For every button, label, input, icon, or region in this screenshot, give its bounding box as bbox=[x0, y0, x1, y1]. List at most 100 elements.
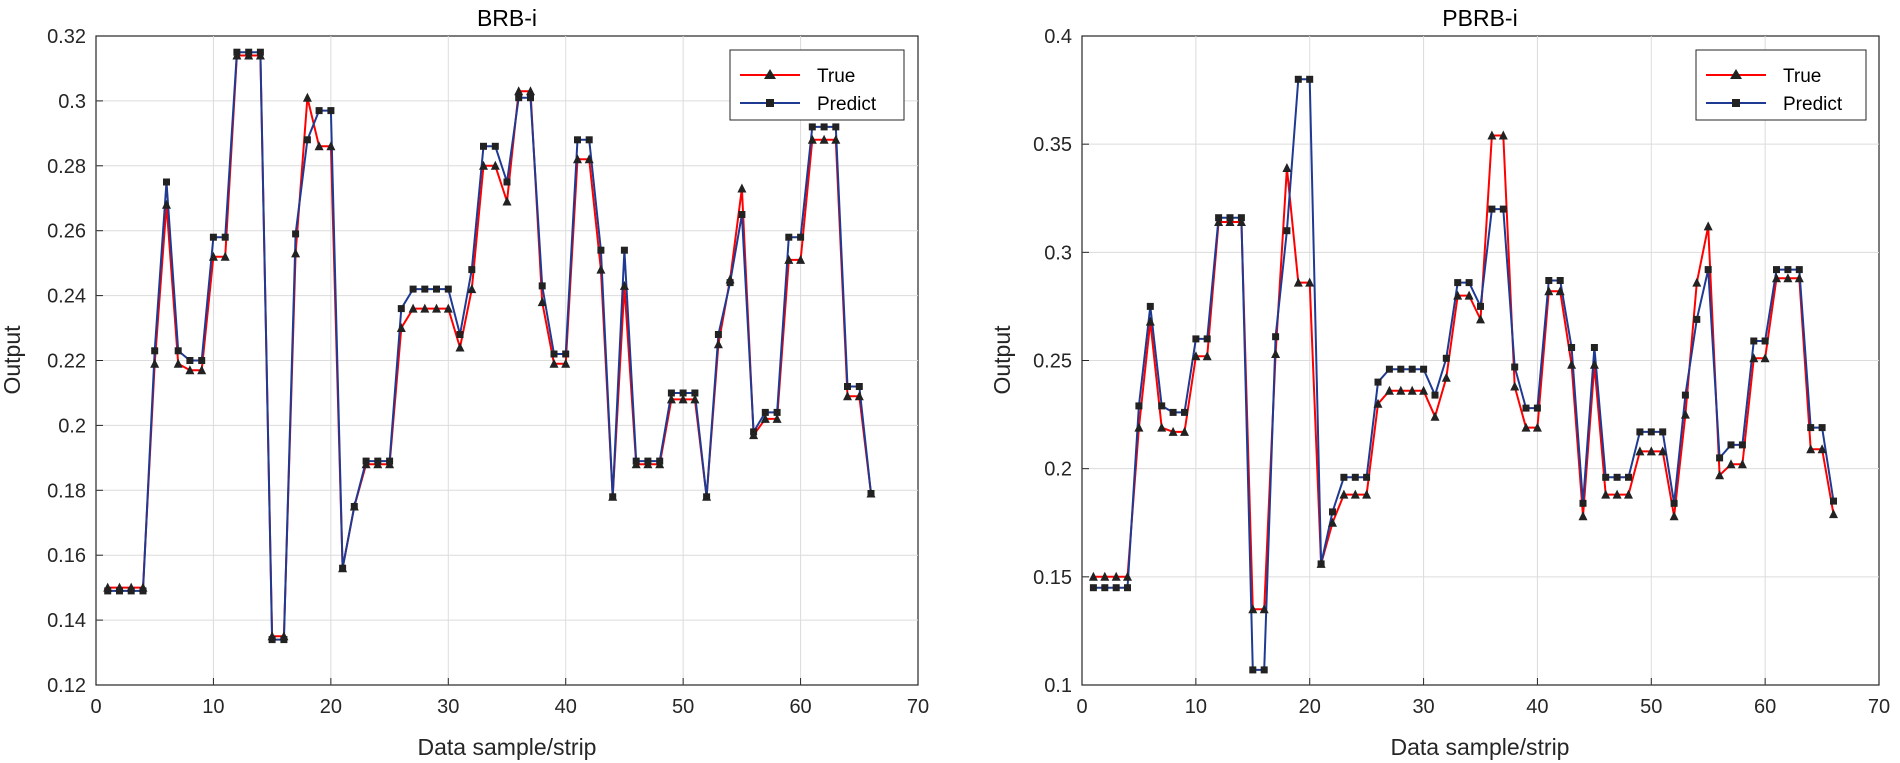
data-point-true bbox=[573, 154, 582, 164]
y-tick-label: 0.35 bbox=[1033, 134, 1072, 156]
data-point-true bbox=[1236, 217, 1246, 226]
data-point-true bbox=[1737, 459, 1747, 469]
data-point-true bbox=[314, 141, 324, 151]
data-point-predict bbox=[456, 331, 464, 338]
data-point-true bbox=[1384, 385, 1394, 395]
data-point-true bbox=[291, 248, 301, 258]
legend-predict-label: Predict bbox=[817, 94, 877, 115]
data-point-true bbox=[1794, 273, 1804, 283]
data-point-true bbox=[854, 391, 864, 401]
data-point-predict bbox=[761, 408, 769, 416]
chart-pbrb-i: 0 10 20 30 40 50 60 700.10.150.20.250.30.350.4 … bbox=[989, 5, 1890, 760]
data-point-predict bbox=[268, 636, 276, 644]
data-point-true bbox=[843, 391, 852, 401]
data-point-predict bbox=[538, 282, 546, 290]
y-tick-label: 0.22 bbox=[47, 351, 86, 373]
x-tick-label: 10 bbox=[202, 696, 224, 718]
data-point-predict bbox=[1750, 337, 1758, 345]
data-point-predict bbox=[1112, 584, 1120, 592]
data-point-predict bbox=[644, 457, 652, 465]
data-point-predict bbox=[550, 350, 558, 358]
data-point-predict bbox=[1818, 424, 1826, 432]
data-point-predict bbox=[1158, 402, 1166, 410]
data-point-true bbox=[1259, 604, 1269, 614]
x-tick-label: 30 bbox=[437, 696, 459, 718]
legend-true-marker bbox=[764, 69, 776, 79]
data-point-predict bbox=[1169, 408, 1177, 416]
data-point-predict bbox=[139, 587, 147, 595]
data-point-true bbox=[150, 358, 160, 368]
legend-true-marker bbox=[1730, 69, 1742, 79]
data-point-predict bbox=[808, 123, 816, 131]
x-tick-label: 70 bbox=[1868, 696, 1890, 718]
data-point-true bbox=[1134, 422, 1144, 432]
data-point-true bbox=[408, 303, 418, 313]
data-point-true bbox=[1430, 411, 1440, 421]
data-point-true bbox=[537, 297, 547, 307]
data-point-predict bbox=[562, 350, 570, 358]
data-point-true bbox=[1441, 372, 1451, 382]
data-point-predict bbox=[515, 94, 523, 102]
data-point-true bbox=[1760, 353, 1770, 363]
data-point-true bbox=[1555, 286, 1565, 296]
data-point-true bbox=[666, 394, 676, 404]
data-point-true bbox=[1749, 353, 1759, 363]
chart-title: BRB-i bbox=[477, 5, 537, 31]
data-point-true bbox=[1783, 273, 1793, 283]
data-point-true bbox=[1419, 385, 1429, 395]
y-tick-label: 0.15 bbox=[1033, 567, 1072, 589]
data-point-true bbox=[584, 154, 594, 164]
data-point-true bbox=[1521, 422, 1531, 432]
data-point-predict bbox=[1636, 428, 1644, 436]
x-tick-label: 60 bbox=[1754, 696, 1776, 718]
data-point-true bbox=[1180, 426, 1189, 436]
x-tick-label: 10 bbox=[1185, 696, 1207, 718]
data-point-predict bbox=[444, 285, 452, 293]
data-point-true bbox=[1214, 217, 1224, 226]
data-point-true bbox=[596, 264, 606, 274]
data-point-true bbox=[1635, 446, 1645, 456]
data-point-predict bbox=[679, 389, 687, 397]
legend-predict-label: Predict bbox=[1783, 94, 1843, 115]
data-point-predict bbox=[480, 142, 487, 150]
data-point-predict bbox=[726, 279, 734, 287]
data-point-predict bbox=[1306, 75, 1314, 83]
data-point-predict bbox=[1773, 266, 1780, 274]
data-point-predict bbox=[1784, 266, 1792, 274]
data-point-predict bbox=[1511, 363, 1519, 371]
data-point-predict bbox=[1226, 214, 1234, 222]
chart-brb-i: 0 10 20 30 40 50 60 70 0.12 0.14 0.16 0.18 0.2 0.22 0.… bbox=[0, 5, 929, 760]
data-point-true bbox=[1362, 489, 1372, 499]
data-point-true bbox=[1328, 517, 1337, 527]
data-point-predict bbox=[1420, 365, 1428, 373]
data-point-true bbox=[197, 365, 207, 375]
data-point-true bbox=[326, 141, 336, 151]
data-point-predict bbox=[1283, 227, 1291, 235]
y-tick-label: 0.2 bbox=[58, 415, 86, 437]
data-point-true bbox=[185, 365, 195, 375]
x-tick-label: 70 bbox=[907, 696, 929, 718]
data-point-predict bbox=[421, 285, 429, 293]
data-point-true bbox=[1145, 316, 1155, 326]
data-point-true bbox=[1703, 221, 1713, 231]
data-point-predict bbox=[409, 285, 417, 293]
y-tick-label: 0.26 bbox=[47, 221, 86, 243]
y-tick-label: 0.32 bbox=[47, 26, 86, 48]
data-point-true bbox=[831, 134, 841, 144]
data-point-true bbox=[1350, 489, 1360, 499]
data-point-true bbox=[807, 134, 817, 144]
data-point-true bbox=[1806, 444, 1816, 454]
data-point-predict bbox=[1568, 344, 1576, 351]
data-point-predict bbox=[1830, 497, 1837, 505]
data-point-predict bbox=[867, 490, 875, 497]
data-point-predict bbox=[1374, 378, 1382, 386]
data-point-true bbox=[1567, 359, 1577, 369]
x-tick-label: 60 bbox=[789, 696, 811, 718]
data-point-true bbox=[1088, 571, 1098, 581]
data-point-true bbox=[420, 303, 430, 313]
data-point-true bbox=[1191, 351, 1201, 361]
data-point-true bbox=[302, 92, 312, 102]
data-point-predict bbox=[1625, 473, 1632, 481]
x-tick-label: 0 bbox=[90, 696, 101, 718]
